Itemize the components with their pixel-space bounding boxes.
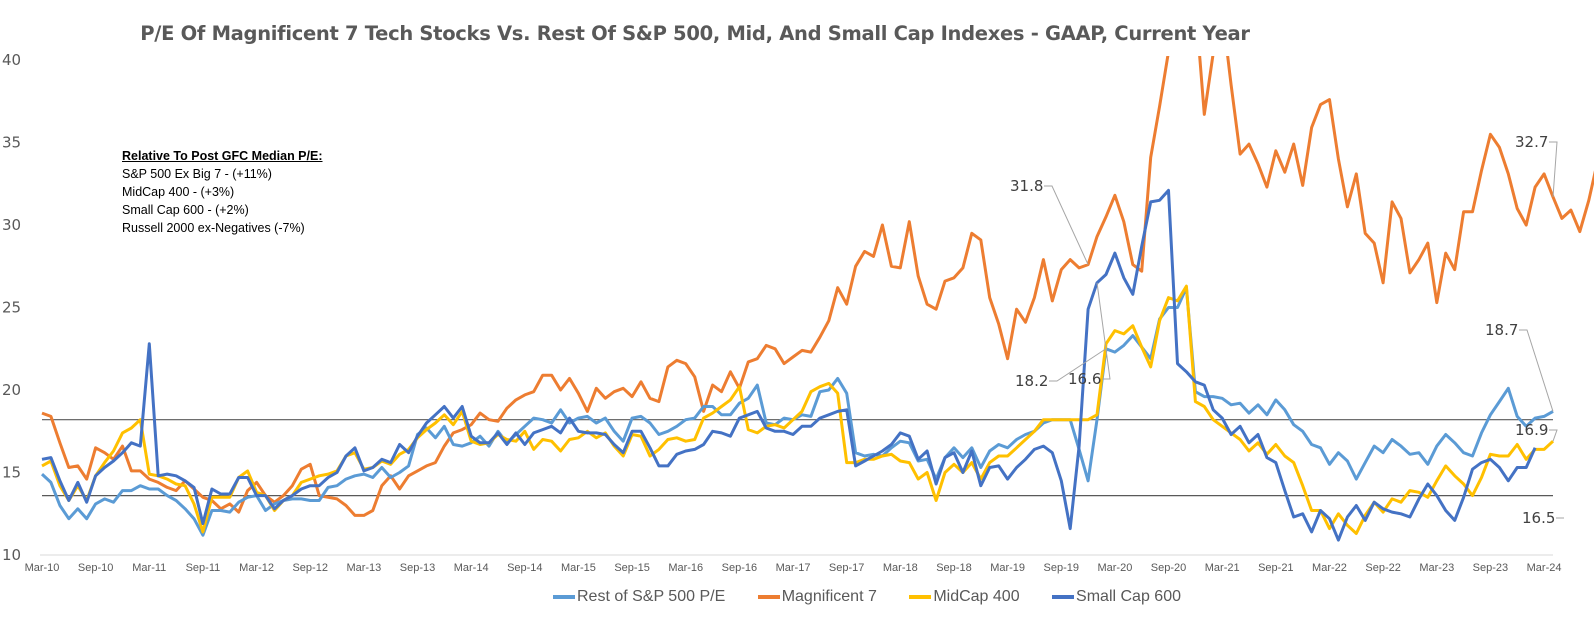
annotation-leader-line bbox=[1096, 282, 1111, 380]
x-tick-label: Sep-23 bbox=[1473, 562, 1508, 574]
y-tick-label: 40 bbox=[2, 51, 21, 69]
legend-swatch bbox=[1052, 595, 1075, 599]
legend-swatch bbox=[553, 595, 575, 599]
annotation-leader-line bbox=[1519, 329, 1554, 412]
legend-swatch bbox=[909, 595, 932, 599]
legend-item: Rest of S&P 500 P/E bbox=[553, 588, 725, 606]
series-line-small-cap-600 bbox=[41, 188, 1537, 542]
x-tick-label: Sep-14 bbox=[507, 562, 542, 574]
x-tick-label: Mar-16 bbox=[668, 562, 703, 574]
series-group bbox=[40, 56, 1594, 542]
legend-label: Rest of S&P 500 P/E bbox=[577, 588, 726, 605]
chart-title: P/E Of Magnificent 7 Tech Stocks Vs. Res… bbox=[140, 22, 1250, 45]
y-tick-label: 20 bbox=[2, 381, 21, 399]
x-tick-label: Sep-16 bbox=[722, 562, 757, 574]
series-line-magnificent-7 bbox=[41, 56, 1594, 517]
median-note: Relative To Post GFC Median P/E: S&P 500… bbox=[122, 147, 323, 237]
x-tick-label: Mar-18 bbox=[883, 562, 918, 574]
x-axis: Mar-10 Sep-10 Mar-11 Sep-11 Mar-12 Sep-12 Mar-… bbox=[25, 554, 1562, 574]
x-tick-label: Sep-19 bbox=[1044, 562, 1079, 574]
x-tick-label: Mar-23 bbox=[1419, 562, 1454, 574]
legend-label: Small Cap 600 bbox=[1076, 588, 1181, 605]
x-tick-label: Mar-21 bbox=[1205, 562, 1240, 574]
y-tick-label: 25 bbox=[2, 299, 21, 317]
data-label: 31.8 bbox=[1010, 177, 1043, 195]
x-tick-label: Mar-13 bbox=[346, 562, 381, 574]
x-tick-label: Sep-13 bbox=[400, 562, 435, 574]
data-label: 16.6 bbox=[1068, 370, 1101, 388]
x-tick-label: Sep-20 bbox=[1151, 562, 1186, 574]
x-tick-label: Sep-12 bbox=[292, 562, 327, 574]
note-line: Russell 2000 ex-Negatives (-7%) bbox=[122, 221, 305, 235]
y-axis: 10 15 20 25 30 35 40 bbox=[2, 51, 21, 564]
annotation-leader-line bbox=[1049, 348, 1107, 382]
annotation-leader-line bbox=[1044, 185, 1089, 265]
x-tick-label: Mar-20 bbox=[1097, 562, 1132, 574]
note-line: Small Cap 600 - (+2%) bbox=[122, 203, 249, 217]
data-label: 18.7 bbox=[1485, 321, 1518, 339]
y-tick-label: 35 bbox=[2, 134, 21, 152]
y-tick-label: 15 bbox=[2, 464, 21, 482]
y-tick-label: 30 bbox=[2, 216, 21, 234]
x-tick-label: Sep-11 bbox=[186, 562, 221, 574]
legend-label: Magnificent 7 bbox=[781, 588, 877, 605]
x-tick-label: Mar-19 bbox=[990, 562, 1025, 574]
data-label: 32.7 bbox=[1515, 133, 1548, 151]
data-label: 16.9 bbox=[1515, 421, 1548, 439]
x-tick-label: Sep-18 bbox=[936, 562, 971, 574]
x-tick-label: Sep-10 bbox=[78, 562, 113, 574]
x-tick-label: Mar-10 bbox=[25, 562, 60, 574]
data-label: 16.5 bbox=[1522, 509, 1555, 527]
note-line: S&P 500 Ex Big 7 - (+11%) bbox=[122, 167, 272, 181]
x-tick-label: Mar-12 bbox=[239, 562, 274, 574]
note-heading: Relative To Post GFC Median P/E: bbox=[122, 149, 323, 163]
x-tick-label: Mar-15 bbox=[561, 562, 596, 574]
y-tick-label: 10 bbox=[2, 546, 21, 564]
legend: Rest of S&P 500 P/E Magnificent 7 MidCap… bbox=[0, 586, 1594, 606]
note-line: MidCap 400 - (+3%) bbox=[122, 185, 235, 199]
annotation-leader-line bbox=[1549, 141, 1558, 197]
x-tick-label: Sep-17 bbox=[829, 562, 864, 574]
x-tick-label: Mar-22 bbox=[1312, 562, 1347, 574]
annotation-leader-line bbox=[1549, 429, 1558, 442]
x-tick-label: Sep-21 bbox=[1258, 562, 1293, 574]
legend-item: Magnificent 7 bbox=[757, 588, 877, 606]
x-tick-label: Mar-17 bbox=[776, 562, 811, 574]
x-tick-label: Sep-22 bbox=[1365, 562, 1400, 574]
x-tick-label: Mar-11 bbox=[132, 562, 166, 574]
annotations: 31.8 18.2 16.6 32.7 18.7 16.9 16.5 bbox=[1010, 133, 1564, 527]
x-tick-label: Mar-24 bbox=[1527, 562, 1562, 574]
legend-label: MidCap 400 bbox=[933, 588, 1020, 605]
x-tick-label: Sep-15 bbox=[614, 562, 649, 574]
data-label: 18.2 bbox=[1015, 372, 1048, 390]
legend-item: MidCap 400 bbox=[909, 588, 1020, 606]
legend-swatch bbox=[757, 595, 780, 599]
legend-item: Small Cap 600 bbox=[1052, 588, 1181, 606]
x-tick-label: Mar-14 bbox=[454, 562, 489, 574]
